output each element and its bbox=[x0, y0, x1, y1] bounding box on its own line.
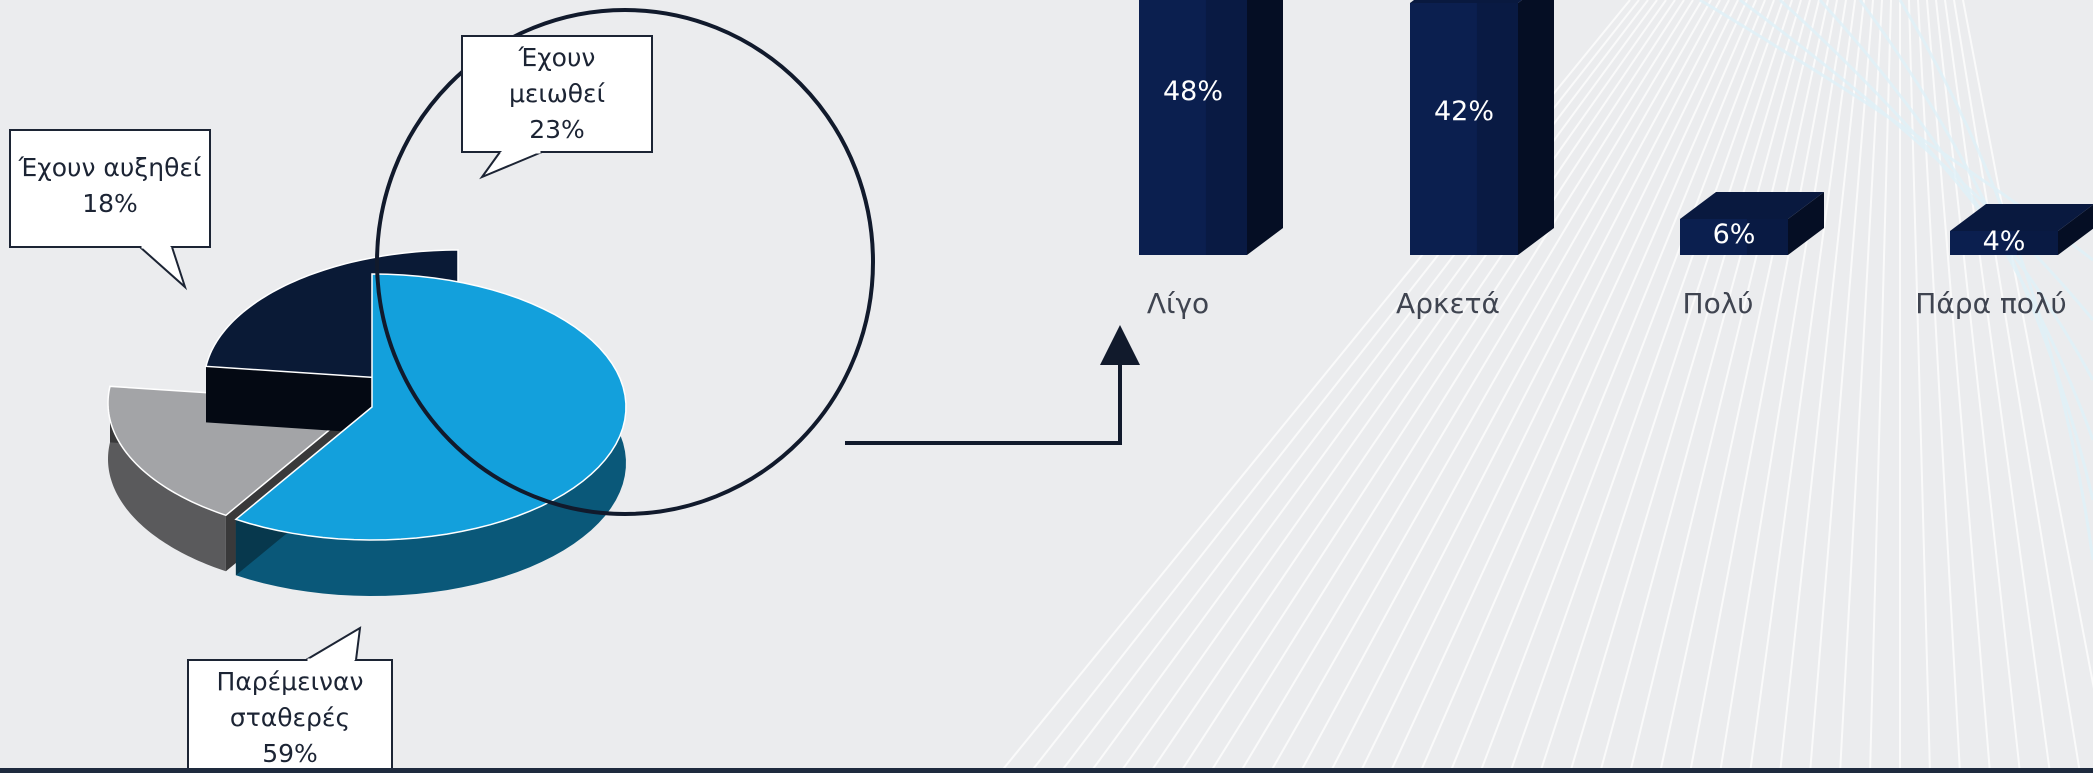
callout-decreased-line3: 23% bbox=[529, 115, 585, 144]
bar-category-label: Αρκετά bbox=[1396, 287, 1500, 320]
background-line bbox=[1269, 0, 1712, 773]
bar bbox=[1950, 204, 2093, 255]
background-line bbox=[1149, 0, 1676, 773]
background-line bbox=[1539, 0, 1793, 773]
background-line bbox=[1389, 0, 1748, 773]
callout-decreased: Έχουν μειωθεί 23% bbox=[462, 40, 652, 148]
callout-box bbox=[187, 659, 393, 773]
bar bbox=[1139, 0, 1283, 255]
bar-side bbox=[1247, 0, 1283, 255]
background-line bbox=[1179, 0, 1685, 773]
background-line bbox=[1839, 0, 1883, 773]
background-line bbox=[1944, 0, 2051, 773]
bar-value-label: 6% bbox=[1712, 219, 1756, 250]
background-line bbox=[1449, 0, 1766, 773]
background-line bbox=[1119, 0, 1667, 773]
callout-bubble bbox=[461, 35, 653, 180]
background-line bbox=[1926, 0, 1991, 773]
bar-value-label: 4% bbox=[1982, 226, 2026, 257]
callout-stable-line1: Παρέμειναν bbox=[216, 667, 364, 696]
background-line bbox=[1749, 0, 1856, 773]
background-line bbox=[1935, 0, 2021, 773]
background-line bbox=[1209, 0, 1694, 773]
bar-side bbox=[1518, 0, 1554, 255]
background-line bbox=[1329, 0, 1730, 773]
background-line bbox=[1869, 0, 1892, 773]
bar-category-label: Πάρα πολύ bbox=[1915, 287, 2067, 320]
bar-front-shade bbox=[2016, 231, 2058, 255]
background-line bbox=[1299, 0, 1721, 773]
highlight-circle bbox=[375, 8, 875, 516]
callout-increased-line2: 18% bbox=[82, 189, 138, 218]
bar-front-shade bbox=[1476, 3, 1518, 255]
background-curve bbox=[1778, 0, 2093, 381]
background-line bbox=[1479, 0, 1775, 773]
callout-stable-line3: 59% bbox=[262, 739, 318, 768]
background-line bbox=[1962, 0, 2093, 689]
background-line bbox=[1779, 0, 1865, 773]
connector-line bbox=[845, 325, 1140, 445]
background-line bbox=[1509, 0, 1784, 773]
callout-stable: Παρέμειναν σταθερές 59% bbox=[188, 664, 392, 772]
callout-stable-line2: σταθερές bbox=[229, 703, 351, 732]
bar-top bbox=[1680, 192, 1824, 219]
callout-tail bbox=[479, 151, 543, 180]
background-line bbox=[1659, 0, 1829, 773]
pie-slice-top bbox=[234, 273, 627, 541]
background-curve bbox=[1898, 0, 2093, 561]
callout-decreased-line1: Έχουν bbox=[518, 43, 596, 72]
background-line bbox=[1908, 0, 1931, 773]
bottom-rule bbox=[0, 768, 2093, 773]
background-line bbox=[1809, 0, 1874, 773]
bar-category-label: Λίγο bbox=[1146, 287, 1210, 320]
background-line bbox=[1239, 0, 1703, 773]
pie-slice-side bbox=[108, 386, 226, 572]
callout-tail bbox=[139, 246, 188, 291]
background-line bbox=[1569, 0, 1802, 773]
callout-bubble bbox=[9, 129, 211, 291]
bar-top bbox=[1410, 0, 1522, 3]
callout-bubble bbox=[187, 626, 393, 773]
background-line bbox=[1089, 0, 1658, 773]
bar-front-shade bbox=[1205, 0, 1247, 255]
bar-side bbox=[1788, 192, 1824, 255]
background-line bbox=[1359, 0, 1739, 773]
callout-increased: Έχουν αυξηθεί 18% bbox=[10, 150, 210, 222]
background-line bbox=[1419, 0, 1757, 773]
callout-box bbox=[461, 35, 653, 153]
bar bbox=[1410, 0, 1554, 255]
bar-value-label: 48% bbox=[1162, 76, 1223, 107]
background-lines-group bbox=[999, 0, 2093, 773]
bar-side bbox=[2058, 204, 2093, 255]
bar bbox=[1680, 192, 1824, 255]
pie-slice bbox=[234, 273, 627, 596]
bar-value-label: 42% bbox=[1433, 96, 1494, 127]
callout-box bbox=[9, 129, 211, 248]
callout-decreased-line2: μειωθεί bbox=[508, 79, 606, 108]
background-line bbox=[1719, 0, 1847, 773]
background-line bbox=[1689, 0, 1838, 773]
background-line bbox=[1599, 0, 1811, 773]
callout-increased-line1: Έχουν αυξηθεί bbox=[18, 153, 202, 182]
background-line bbox=[1629, 0, 1820, 773]
background-line bbox=[1953, 0, 2081, 773]
bar-category-label: Πολύ bbox=[1682, 287, 1754, 320]
callout-tail bbox=[305, 626, 362, 661]
bar-front-shade bbox=[1746, 219, 1788, 255]
bar-top bbox=[1950, 204, 2093, 231]
